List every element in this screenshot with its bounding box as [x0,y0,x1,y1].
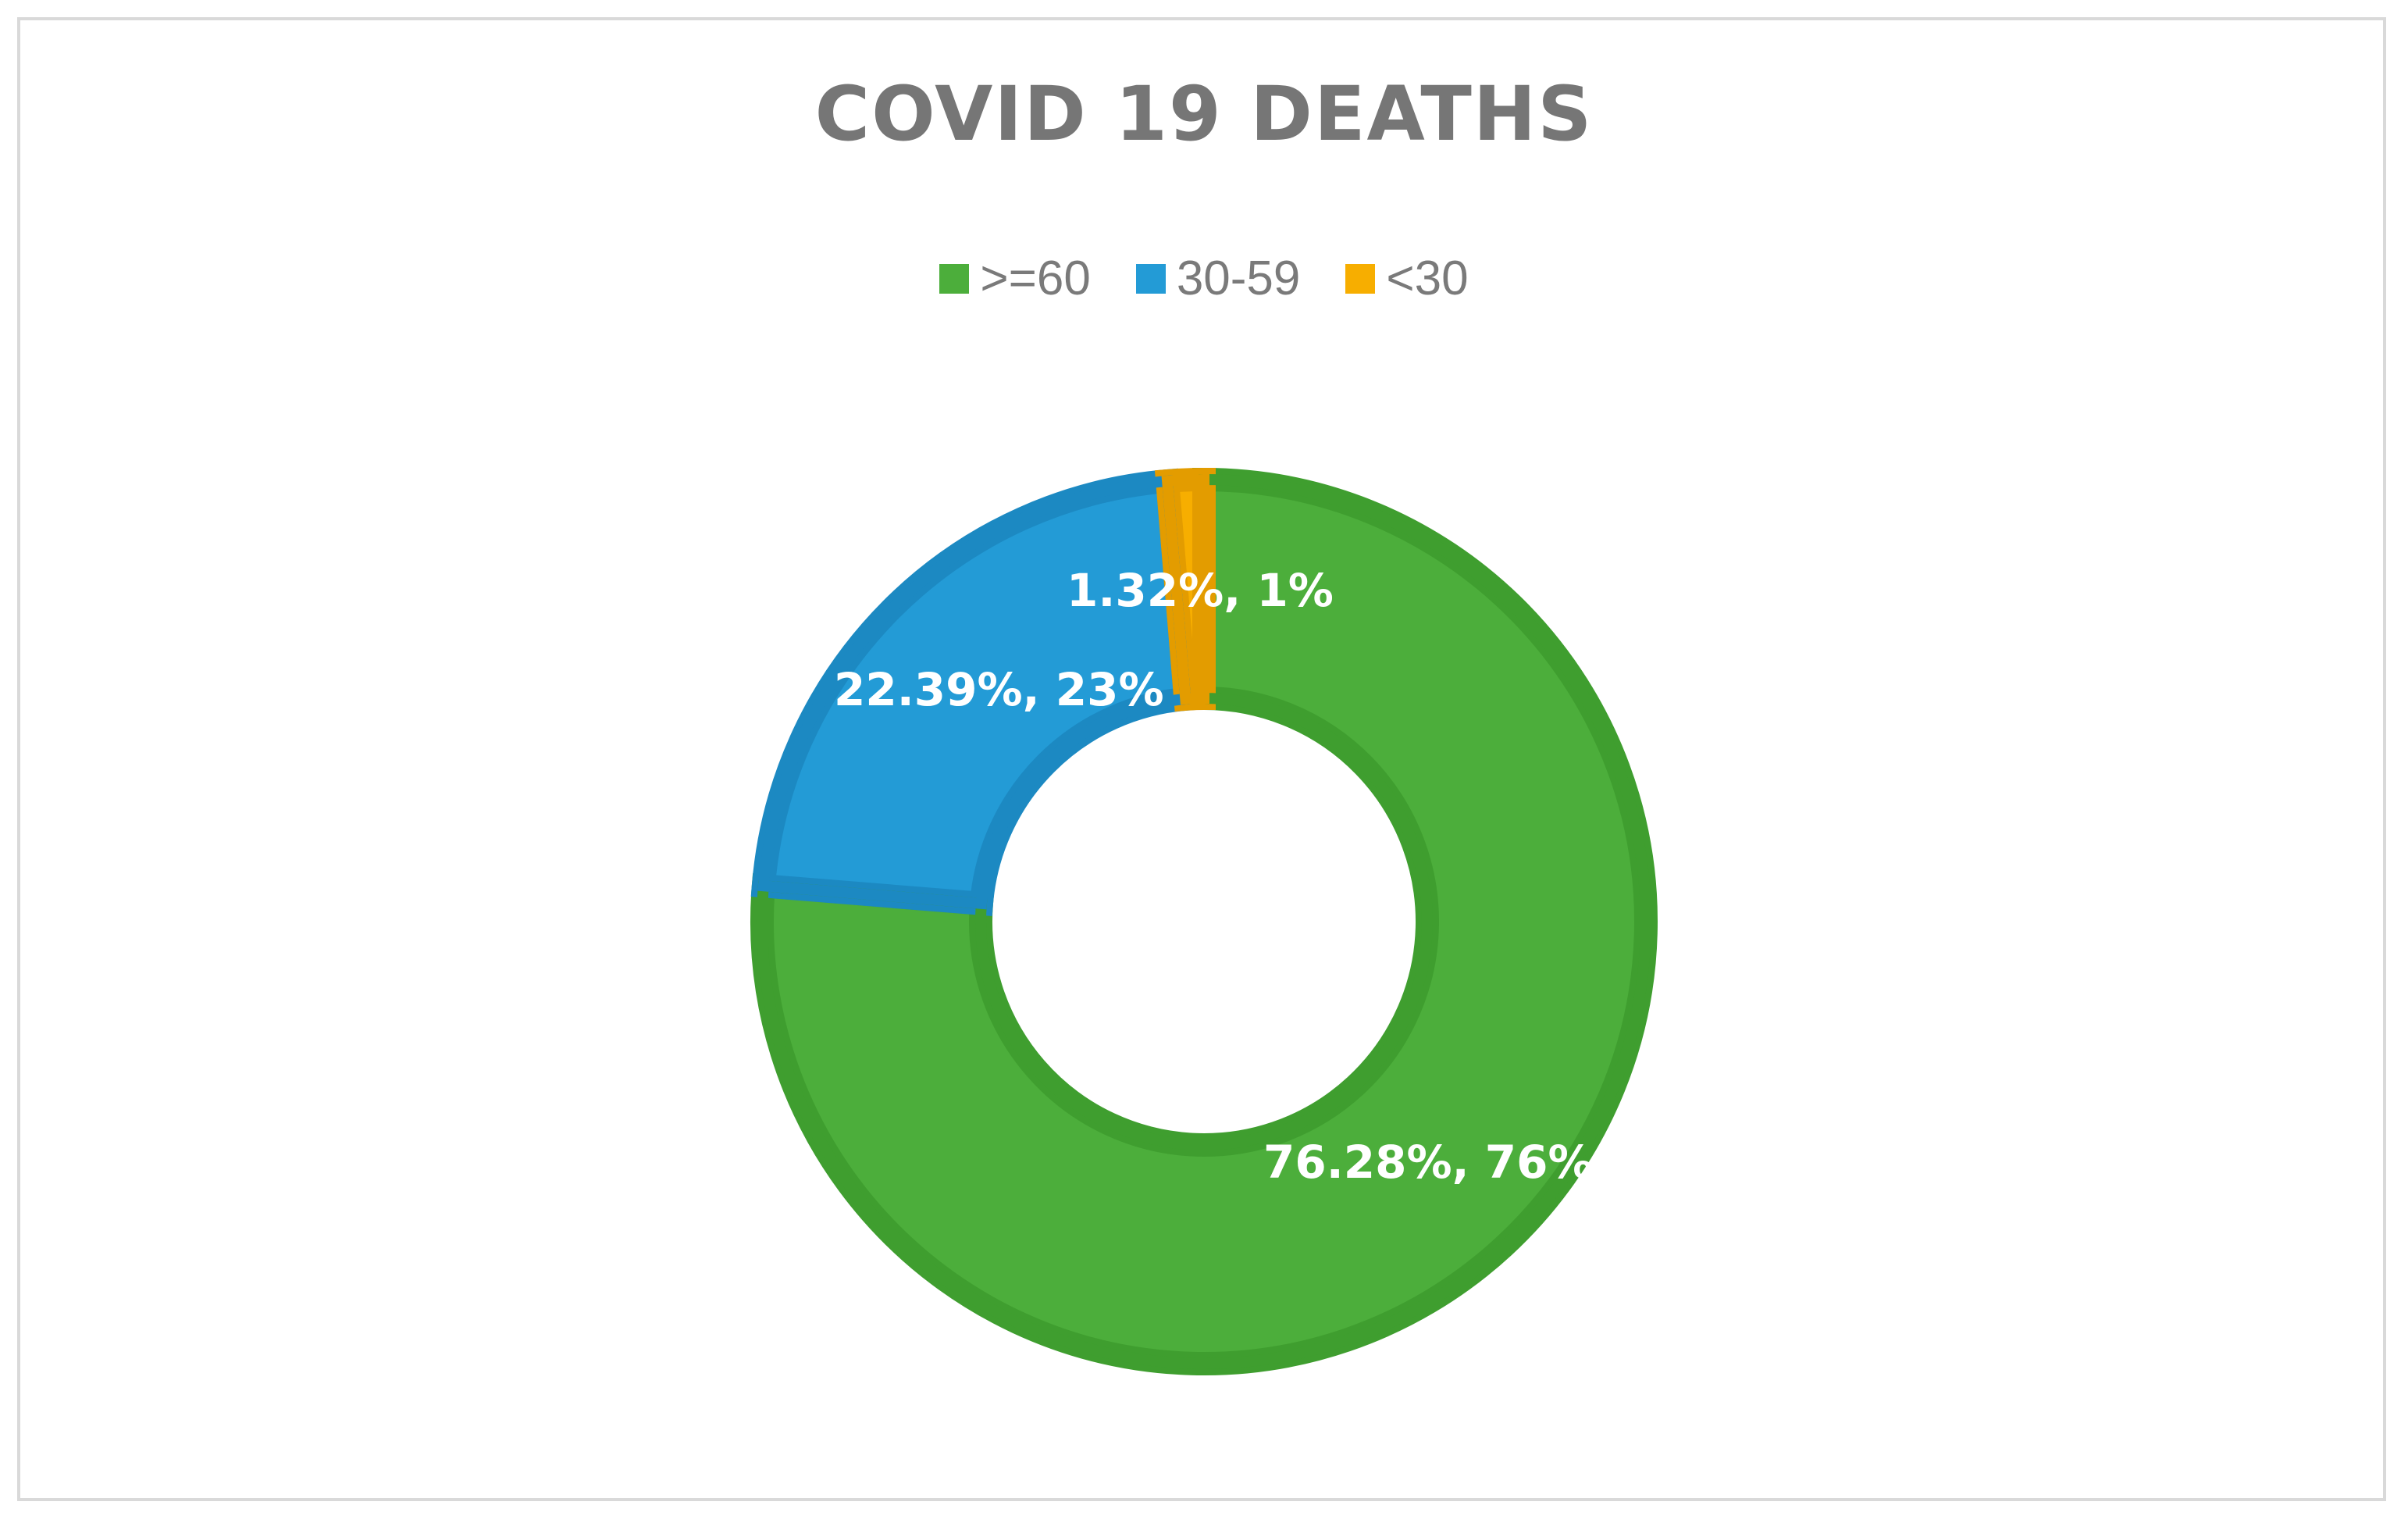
legend-label-30-59: 30-59 [1176,251,1301,305]
chart-title: COVID 19 DEATHS [814,70,1594,158]
legend-swatch-under-30 [1345,264,1376,294]
legend: >=60 30-59 <30 [0,255,2408,303]
donut-slice-border-30-59 [757,475,1192,910]
legend-item-60-plus: >=60 [939,251,1091,305]
legend-label-under-30: <30 [1386,251,1469,305]
data-label-30-59: 22.39%, 23% [834,663,1164,716]
donut-slice-border-under-30 [1161,473,1209,705]
legend-item-30-59: 30-59 [1135,251,1301,305]
legend-swatch-30-59 [1135,264,1166,294]
data-label-60-plus: 76.28%, 76% [1263,1136,1594,1189]
data-label-under-30: 1.32%, 1% [1067,564,1334,617]
legend-swatch-60-plus [939,264,970,294]
legend-item-under-30: <30 [1345,251,1469,305]
donut-slice-border-60-plus [757,473,1651,1369]
legend-label-60-plus: >=60 [980,251,1091,305]
